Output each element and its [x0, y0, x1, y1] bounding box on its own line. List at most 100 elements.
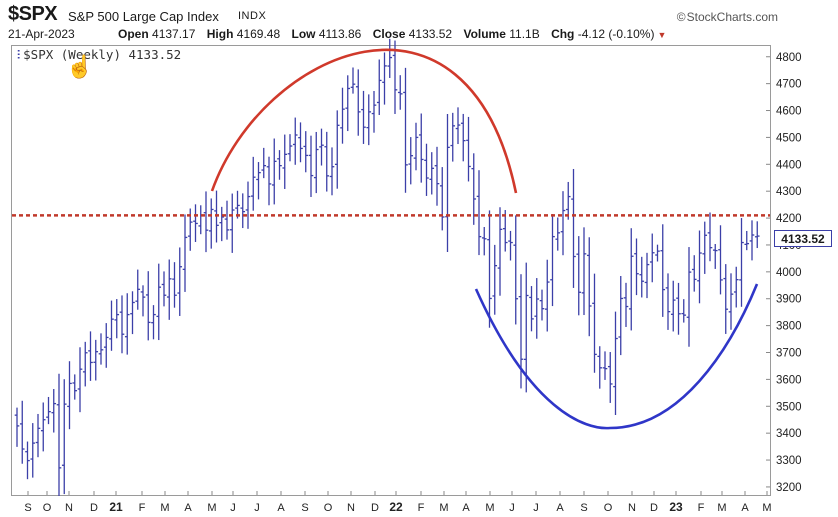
ohlc-bar — [124, 293, 130, 355]
quote-summary: Open 4137.17 High 4169.48 Low 4113.86 Cl… — [118, 27, 666, 41]
ohlc-bar — [697, 230, 702, 304]
x-tick-label: A — [462, 502, 470, 514]
ohlc-bar — [702, 221, 708, 274]
plot-area[interactable] — [11, 45, 771, 496]
x-tick-label: A — [184, 502, 192, 514]
ohlc-bar — [602, 351, 608, 380]
y-tick-label: 4500 — [776, 132, 802, 144]
ohlc-bar — [418, 113, 424, 183]
ohlc-bar — [56, 373, 62, 496]
ohlc-bar — [655, 244, 660, 262]
x-tick-label: A — [556, 502, 564, 514]
x-tick-label: S — [301, 502, 308, 514]
close-label: Close — [372, 27, 406, 41]
ohlc-bar — [382, 52, 387, 105]
ohlc-bar — [161, 271, 167, 307]
ohlc-bar — [392, 40, 398, 114]
ohlc-bar — [193, 204, 198, 242]
y-tick-label: 3400 — [776, 428, 802, 440]
ohlc-bar — [282, 134, 288, 189]
ohlc-bar — [219, 206, 225, 242]
x-tick-label: M — [207, 502, 216, 514]
y-tick-label: 4200 — [776, 213, 802, 225]
ohlc-bar — [61, 379, 67, 495]
ohlc-bar — [670, 280, 676, 332]
ohlc-bar — [72, 374, 78, 400]
x-tick-label: M — [485, 502, 494, 514]
ohlc-bar — [749, 220, 755, 261]
ohlc-bar — [639, 256, 645, 298]
ohlc-bar — [256, 162, 261, 200]
x-tick-label: D — [371, 502, 379, 514]
ohlc-bar — [739, 218, 744, 307]
exchange-label: INDX — [238, 10, 267, 22]
ohlc-bar — [19, 400, 25, 464]
ohlc-bar — [560, 191, 566, 256]
open-label: Open — [118, 27, 149, 41]
change-value: -4.12 (-0.10%) — [577, 27, 655, 41]
ohlc-bar — [203, 191, 209, 253]
brand-name: StockCharts.com — [686, 10, 778, 24]
quote-date: 21-Apr-2023 — [8, 27, 75, 41]
ohlc-bar — [539, 289, 545, 321]
ohlc-bar — [723, 264, 729, 334]
ohlc-bar — [208, 198, 214, 249]
ohlc-bar — [156, 263, 162, 341]
ohlc-bar — [628, 228, 634, 331]
ohlc-bar — [145, 271, 151, 341]
x-tick-label: J — [254, 502, 260, 514]
ohlc-bar — [98, 333, 104, 365]
ohlc-bar — [665, 273, 671, 330]
y-tick-label: 3700 — [776, 348, 802, 360]
x-tick-label: M — [439, 502, 448, 514]
ohlc-bar — [103, 323, 109, 368]
y-tick-label: 3500 — [776, 401, 802, 413]
ohlc-bar — [224, 200, 230, 240]
ohlc-bar — [40, 402, 46, 452]
ohlc-bar — [534, 278, 540, 339]
ohlc-bar — [77, 347, 83, 413]
ohlc-bar — [481, 227, 487, 256]
ohlc-bar — [581, 227, 587, 316]
ohlc-bar — [345, 75, 351, 132]
ohlc-bar — [130, 291, 135, 335]
ohlc-bar — [466, 116, 471, 182]
x-tick-label: F — [418, 502, 425, 514]
ohlc-bar — [135, 269, 141, 310]
ohlc-bar — [329, 147, 335, 196]
brand-logo[interactable]: ©StockCharts.com — [677, 10, 778, 24]
price-bars — [14, 38, 760, 496]
ohlc-bar — [292, 117, 298, 165]
ohlc-bar — [754, 221, 760, 249]
x-tick-label: D — [650, 502, 658, 514]
rounded-bottom-arc — [474, 283, 759, 430]
ohlc-bar — [119, 295, 125, 354]
ohlc-bar — [30, 423, 36, 478]
ohlc-bar — [576, 236, 582, 316]
ohlc-bar — [35, 413, 41, 458]
ohlc-bar — [681, 299, 687, 323]
ohlc-bar — [450, 112, 456, 162]
low-value: 4113.86 — [318, 27, 362, 41]
hand-pointer-icon: ☝ — [66, 54, 94, 79]
ohlc-bar — [319, 128, 324, 166]
ohlc-bar — [487, 210, 492, 328]
ohlc-bar — [592, 273, 597, 373]
ohlc-bar — [597, 346, 603, 389]
x-tick-label: S — [24, 502, 31, 514]
ohlc-bar — [350, 67, 356, 94]
ohlc-bar — [649, 233, 655, 283]
ohlc-bar — [403, 67, 408, 193]
x-tick-label: N — [347, 502, 355, 514]
x-tick-label: F — [698, 502, 705, 514]
x-tick-label: O — [324, 502, 333, 514]
ohlc-bar — [14, 407, 20, 447]
ohlc-bar — [67, 361, 72, 430]
x-tick-label: O — [43, 502, 52, 514]
ohlc-bar — [324, 131, 330, 192]
ohlc-bar — [634, 238, 639, 296]
ohlc-bar — [544, 259, 550, 332]
y-tick-label: 4700 — [776, 79, 802, 91]
x-tick-label: A — [277, 502, 285, 514]
